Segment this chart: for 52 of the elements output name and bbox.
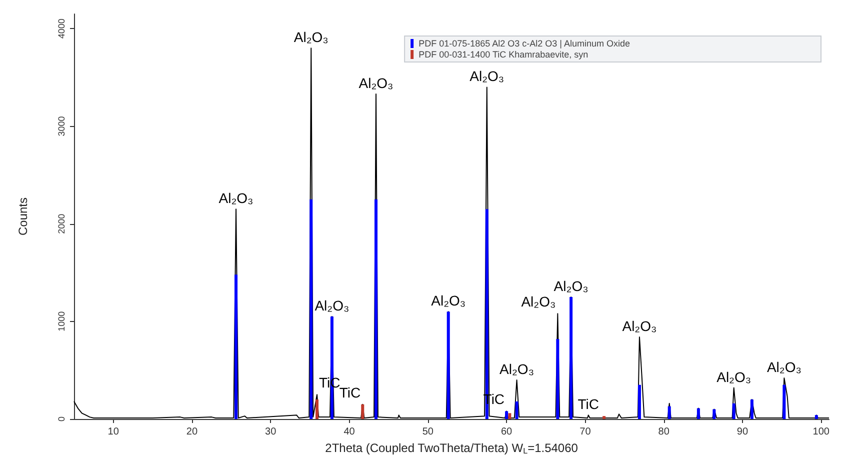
annotation: TiC — [578, 396, 599, 412]
bar — [750, 399, 754, 419]
x-tick-label: 100 — [812, 426, 830, 438]
annotation: Al₂O₃ — [314, 298, 350, 314]
x-tick-label: 80 — [658, 426, 670, 438]
annotation: Al₂O₃ — [294, 29, 328, 46]
annotation: Al₂O₃ — [431, 292, 466, 309]
bar — [712, 409, 716, 419]
annotation: Al₂O₃ — [554, 278, 588, 294]
x-tick-label: 90 — [736, 426, 748, 438]
y-tick-label: 0 — [56, 416, 66, 422]
annotation: Al₂O₃ — [218, 190, 254, 206]
x-tick-label: 50 — [422, 426, 434, 438]
bar — [505, 411, 508, 419]
y-axis-title: Counts — [16, 197, 30, 236]
bar — [310, 199, 313, 419]
bar — [361, 404, 364, 419]
annotation: Al₂O₃ — [521, 294, 556, 310]
y-tick-label: 3000 — [56, 116, 66, 136]
bar — [234, 274, 238, 419]
annotation: Al₂O₃ — [622, 318, 657, 334]
bar — [570, 297, 573, 419]
bar — [782, 384, 786, 419]
y-tick-label: 4000 — [56, 18, 66, 39]
annotation: Al₂O₃ — [358, 75, 394, 92]
y-tick-label: 1000 — [56, 311, 66, 332]
bar — [814, 415, 818, 419]
x-tick-label: 30 — [265, 426, 277, 438]
x-tick-label: 20 — [186, 426, 198, 438]
y-tick-label: 2000 — [56, 214, 66, 234]
bar — [446, 312, 450, 419]
bar — [374, 199, 378, 419]
annotation: Al₂O₃ — [500, 360, 534, 377]
bar — [668, 406, 671, 419]
bar — [696, 408, 700, 419]
bar — [508, 413, 512, 419]
bar — [732, 403, 736, 419]
x-tick-label: 40 — [344, 426, 356, 438]
annotation: TiC — [339, 384, 361, 400]
x-tick-label: 60 — [500, 426, 513, 438]
annotation: Al₂O₃ — [716, 368, 752, 385]
bar — [638, 384, 641, 419]
bar — [316, 399, 319, 419]
annotation: Al₂O₃ — [766, 359, 802, 376]
legend-label: PDF 01-075-1865 Al2 O3 c-Al2 O3 | Aluminum Oxide — [418, 38, 630, 48]
x-tick-label: 10 — [108, 426, 120, 438]
x-tick-label: 70 — [580, 426, 592, 438]
bar — [602, 416, 606, 419]
legend-label: PDF 00-031-1400 TiC Khamrabaevite, syn — [418, 50, 588, 60]
bar — [556, 338, 560, 419]
annotation: Al₂O₃ — [470, 68, 504, 84]
bar — [515, 401, 518, 419]
